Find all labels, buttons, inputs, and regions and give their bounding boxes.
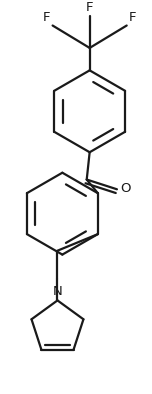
Text: N: N bbox=[53, 286, 62, 299]
Text: F: F bbox=[43, 11, 51, 24]
Text: F: F bbox=[86, 1, 93, 14]
Text: F: F bbox=[129, 11, 136, 24]
Text: O: O bbox=[120, 182, 130, 195]
